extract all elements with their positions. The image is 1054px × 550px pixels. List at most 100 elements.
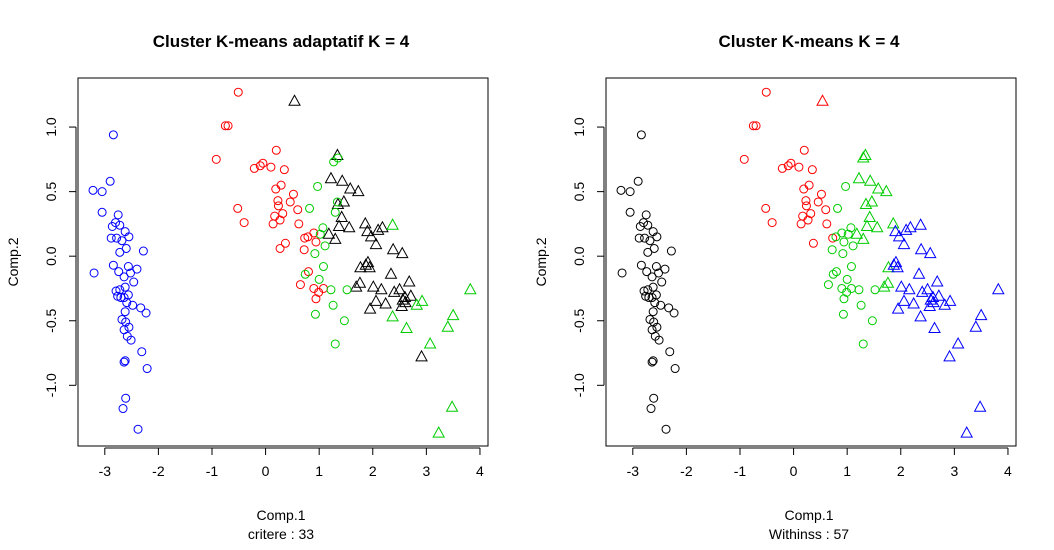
data-point-triangle [361, 255, 375, 268]
data-point-circle [239, 218, 249, 228]
data-point-circle [748, 121, 758, 131]
chart-subtitle: critere : 33 [248, 526, 314, 542]
data-point-circle [670, 364, 680, 374]
data-point-circle [112, 233, 122, 243]
data-point-triangle [914, 218, 927, 230]
data-point-circle [739, 154, 749, 164]
data-point-circle [285, 197, 295, 207]
data-point-circle [273, 201, 283, 211]
data-point-circle [108, 260, 118, 270]
data-point-circle [339, 316, 349, 326]
data-point-circle [258, 158, 268, 168]
data-point-triangle [415, 349, 428, 362]
data-point-circle [813, 197, 823, 207]
y-tick-label: 0.5 [571, 182, 587, 202]
data-point-circle [652, 232, 662, 242]
x-axis-label: Comp.1 [784, 507, 833, 523]
data-point-triangle [363, 302, 377, 314]
data-point-triangle [928, 321, 941, 333]
data-point-circle [639, 286, 649, 296]
data-point-triangle [288, 94, 301, 106]
x-tick-label: 4 [1004, 463, 1012, 479]
data-point-circle [294, 219, 304, 229]
x-tick-label: -1 [734, 463, 747, 479]
x-tick-label: 0 [790, 463, 798, 479]
data-point-circle [124, 322, 134, 332]
data-point-circle [799, 184, 809, 194]
data-point-circle [124, 232, 134, 242]
data-point-triangle [969, 320, 983, 332]
data-point-circle [120, 307, 130, 317]
data-point-triangle [921, 282, 934, 295]
x-tick-label: -2 [680, 463, 693, 479]
data-point-circle [636, 260, 646, 270]
data-point-triangle [852, 171, 866, 184]
data-point-triangle [463, 282, 477, 295]
data-point-circle [767, 218, 777, 228]
data-point-triangle [877, 280, 891, 292]
data-point-circle [867, 316, 877, 326]
data-point-circle [97, 207, 107, 217]
data-point-circle [858, 339, 868, 349]
data-point-circle [617, 268, 627, 278]
data-point-circle [651, 262, 661, 272]
y-tick-label: -1.0 [43, 373, 59, 397]
data-point-circle [657, 277, 667, 287]
data-point-circle [330, 207, 340, 217]
data-point-triangle [410, 298, 424, 310]
data-point-circle [126, 268, 136, 278]
y-axis-label: Comp.2 [533, 237, 549, 286]
data-point-circle [803, 215, 813, 225]
data-point-circle [303, 232, 313, 242]
x-tick-label: 1 [315, 463, 323, 479]
x-tick-label: -3 [627, 463, 640, 479]
data-point-triangle [912, 267, 926, 279]
data-point-circle [634, 233, 644, 243]
data-point-triangle [445, 400, 459, 412]
data-point-triangle [892, 229, 906, 242]
data-point-triangle [924, 293, 938, 305]
data-point-circle [113, 210, 123, 220]
data-point-triangle [816, 94, 829, 106]
x-tick-label: 0 [262, 463, 270, 479]
data-point-circle [633, 176, 643, 186]
data-point-circle [303, 267, 313, 277]
data-point-circle [275, 215, 285, 225]
data-point-circle [342, 285, 352, 295]
data-point-circle [833, 203, 843, 213]
data-point-triangle [354, 260, 367, 273]
data-point-circle [854, 285, 864, 295]
data-point-circle [288, 189, 298, 199]
data-point-circle [299, 245, 309, 255]
data-point-circle [827, 245, 837, 255]
chart-subtitle: Withinss : 57 [769, 526, 849, 542]
data-point-circle [105, 176, 115, 186]
data-point-circle [839, 237, 849, 247]
data-point-triangle [889, 224, 902, 237]
left-scatter-panel: Cluster K-means adaptatif K = 4 Comp.1 c… [5, 32, 489, 542]
data-point-circle [664, 303, 674, 313]
data-point-triangle [342, 220, 356, 233]
data-point-triangle [973, 400, 987, 412]
data-point-circle [654, 268, 664, 278]
data-point-triangle [384, 267, 398, 279]
data-point-circle [329, 157, 339, 167]
data-point-triangle [415, 294, 429, 306]
data-point-triangle [366, 280, 380, 292]
data-point-circle [816, 189, 826, 199]
data-point-triangle [369, 294, 383, 306]
data-point-triangle [938, 298, 952, 310]
data-point-circle [220, 121, 230, 131]
data-point-triangle [335, 210, 349, 222]
data-point-circle [801, 196, 811, 206]
data-point-triangle [371, 223, 385, 235]
data-point-triangle [441, 320, 455, 332]
data-point-triangle [914, 309, 927, 322]
data-point-circle [133, 424, 143, 434]
data-point-triangle [943, 349, 956, 362]
data-point-circle [326, 285, 336, 295]
data-point-triangle [335, 174, 349, 186]
plot-frame [77, 77, 489, 447]
data-point-circle [300, 269, 310, 279]
data-point-circle [314, 274, 324, 284]
